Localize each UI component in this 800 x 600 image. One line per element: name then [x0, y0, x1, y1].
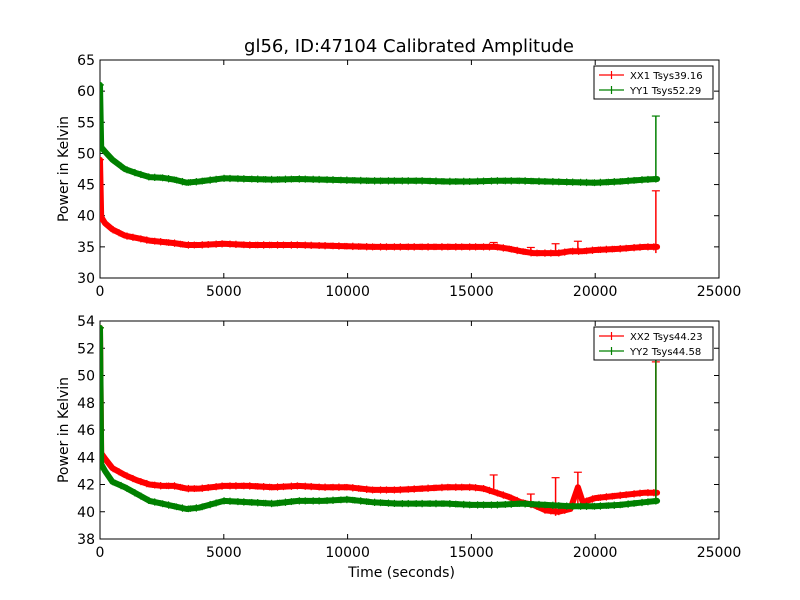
y-tick-label: 30	[77, 271, 95, 287]
x-tick-label: 0	[96, 284, 105, 300]
x-tick-label: 25000	[697, 545, 742, 561]
y-tick-label: 40	[77, 505, 95, 521]
legend: XX2 Tsys44.23 YY2 Tsys44.58	[593, 326, 714, 361]
y-tick-label: 45	[77, 178, 95, 194]
x-tick-label: 25000	[697, 284, 742, 300]
y-tick-label: 55	[77, 115, 95, 131]
x-tick-label: 5000	[206, 545, 242, 561]
y-tick-label: 50	[77, 369, 95, 385]
y-tick-label: 48	[77, 396, 95, 412]
y-axis-label: Power in Kelvin	[56, 116, 72, 222]
y-tick-label: 35	[77, 240, 95, 256]
x-tick-label: 10000	[325, 284, 370, 300]
legend-box	[593, 65, 714, 100]
x-tick-label: 15000	[449, 284, 494, 300]
legend-label: XX2 Tsys44.23	[630, 332, 703, 343]
y-tick-label: 54	[77, 314, 95, 330]
y-axis-label: Power in Kelvin	[56, 377, 72, 483]
y-tick-label: 44	[77, 450, 95, 466]
y-tick-label: 38	[77, 532, 95, 548]
y-tick-label: 40	[77, 209, 95, 225]
y-tick-label: 52	[77, 341, 95, 357]
series-1	[100, 156, 661, 257]
legend: XX1 Tsys39.16 YY1 Tsys52.29	[593, 65, 714, 100]
legend-label: YY2 Tsys44.58	[629, 347, 701, 358]
y-tick-label: 46	[77, 423, 95, 439]
y-tick-label: 42	[77, 478, 95, 494]
series-layer	[100, 324, 661, 516]
x-tick-label: 10000	[325, 545, 370, 561]
bottom-panel: 0 5000 10000 15000 20000 25000 38 40 42 44 46 48 50 5…	[56, 314, 741, 581]
top-panel: 0 5000 10000 15000 20000 25000 30 35 40 45 50 55 60 6…	[56, 53, 741, 300]
series-layer	[100, 81, 661, 257]
y-tick-label: 50	[77, 146, 95, 162]
y-tick-label: 65	[77, 53, 95, 69]
x-tick-label: 0	[96, 545, 105, 561]
x-tick-label: 20000	[573, 284, 618, 300]
y-tick-label: 60	[77, 84, 95, 100]
legend-box	[593, 326, 714, 361]
x-tick-label: 15000	[449, 545, 494, 561]
x-tick-label: 5000	[206, 284, 242, 300]
legend-label: YY1 Tsys52.29	[629, 86, 701, 97]
legend-label: XX1 Tsys39.16	[630, 71, 703, 82]
series-2	[100, 324, 661, 513]
x-axis-label: Time (seconds)	[347, 565, 455, 581]
x-tick-label: 20000	[573, 545, 618, 561]
series-2	[100, 81, 661, 187]
chart-title: gl56, ID:47104 Calibrated Amplitude	[244, 36, 574, 57]
